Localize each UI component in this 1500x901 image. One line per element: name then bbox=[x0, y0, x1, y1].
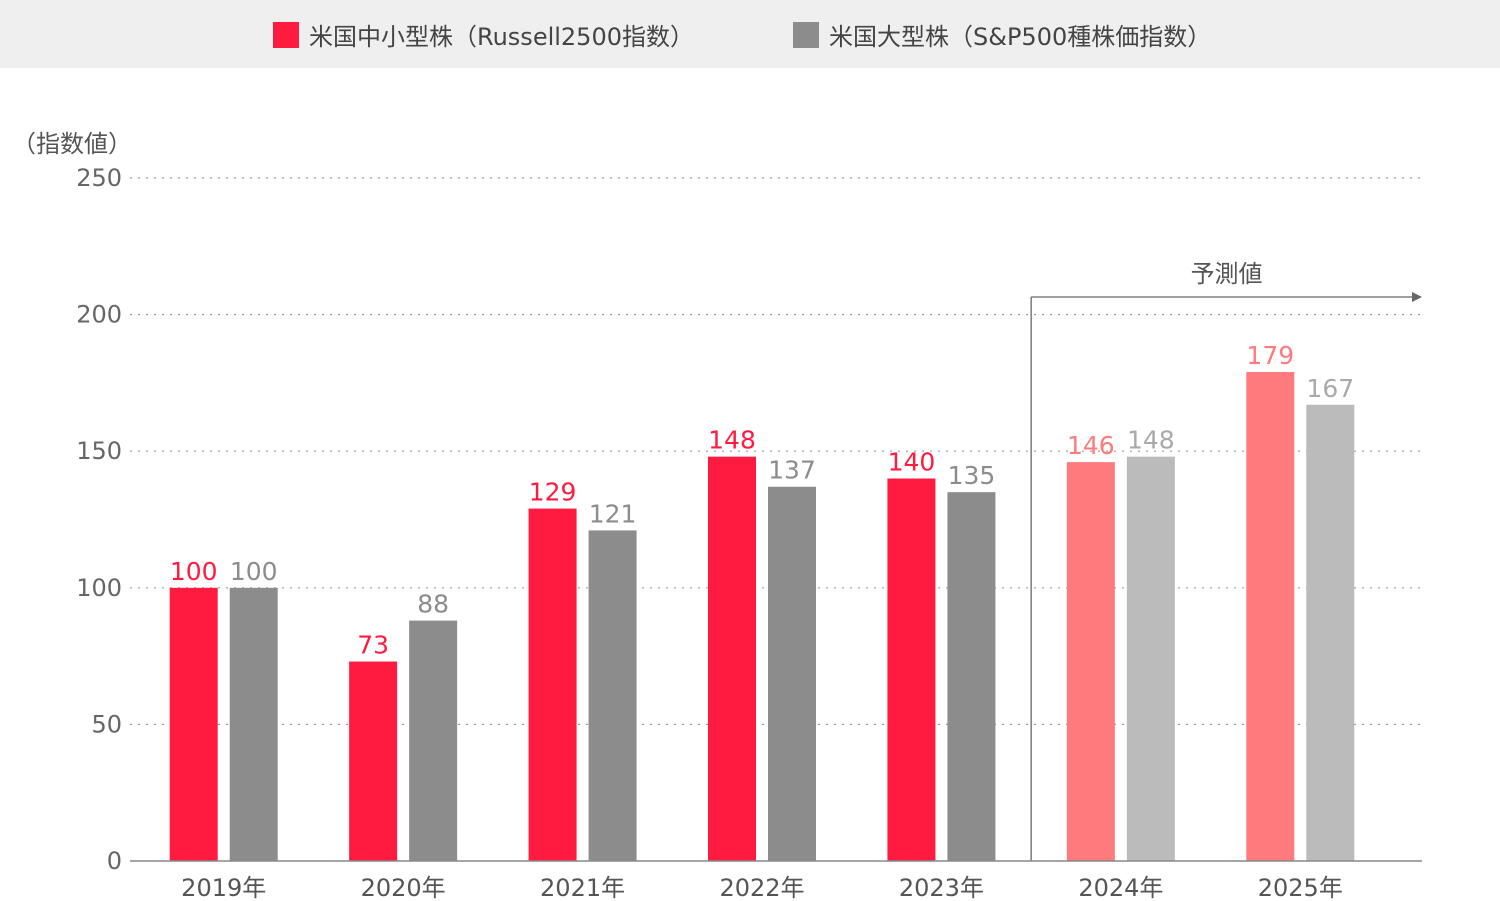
value-label-0-5: 146 bbox=[1067, 431, 1115, 460]
x-label-2: 2021年 bbox=[540, 874, 625, 901]
bar-1-3 bbox=[768, 486, 816, 861]
value-label-1-0: 100 bbox=[230, 557, 278, 586]
value-label-1-6: 167 bbox=[1306, 374, 1354, 403]
forecast-label: 予測値 bbox=[1191, 260, 1263, 288]
x-axis-labels: 2019年 2020年 2021年 2022年 2023年 2024年 2025年 bbox=[181, 874, 1343, 901]
y-axis-unit-label: （指数値） bbox=[12, 130, 132, 158]
legend-label-1: 米国大型株（S&P500種株価指数） bbox=[829, 23, 1211, 51]
y-tick-0: 0 bbox=[107, 847, 122, 875]
value-label-0-4: 140 bbox=[888, 448, 936, 477]
forecast-bracket: 予測値 bbox=[1030, 260, 1422, 861]
value-label-1-2: 121 bbox=[589, 499, 637, 528]
value-label-0-3: 148 bbox=[708, 426, 756, 455]
legend-background bbox=[0, 0, 1500, 68]
legend-swatch-1 bbox=[793, 22, 819, 48]
y-tick-250: 250 bbox=[76, 164, 122, 192]
x-label-6: 2025年 bbox=[1258, 874, 1343, 901]
y-tick-100: 100 bbox=[76, 574, 122, 602]
legend: 米国中小型株（Russell2500指数） 米国大型株（S&P500種株価指数） bbox=[273, 22, 1211, 51]
bar-0-2 bbox=[528, 508, 577, 861]
bar-1-0 bbox=[229, 587, 278, 861]
x-label-3: 2022年 bbox=[719, 874, 804, 901]
value-label-1-3: 137 bbox=[768, 456, 816, 485]
bars bbox=[169, 371, 1355, 861]
y-tick-50: 50 bbox=[91, 710, 122, 738]
value-label-1-1: 88 bbox=[417, 590, 449, 619]
value-label-0-1: 73 bbox=[357, 631, 389, 660]
y-axis-ticks: 0 50 100 150 200 250 bbox=[76, 164, 122, 875]
value-label-0-2: 129 bbox=[529, 478, 577, 507]
value-label-0-0: 100 bbox=[170, 557, 218, 586]
y-tick-150: 150 bbox=[76, 437, 122, 465]
bar-1-5 bbox=[1126, 456, 1175, 861]
x-label-4: 2023年 bbox=[899, 874, 984, 901]
legend-label-0: 米国中小型株（Russell2500指数） bbox=[309, 23, 694, 51]
y-tick-200: 200 bbox=[76, 301, 122, 329]
x-label-5: 2024年 bbox=[1078, 874, 1163, 901]
bar-0-6 bbox=[1246, 371, 1295, 861]
value-label-0-6: 179 bbox=[1246, 341, 1294, 370]
value-labels: 100 100 73 88 129 121 148 137 140 135 146 148 179 167 bbox=[170, 341, 1354, 660]
legend-swatch-0 bbox=[273, 22, 299, 48]
bar-0-1 bbox=[349, 661, 398, 861]
bar-0-3 bbox=[708, 456, 756, 861]
forecast-arrow-head bbox=[1412, 292, 1422, 302]
bar-1-6 bbox=[1306, 404, 1355, 861]
bar-0-4 bbox=[887, 478, 936, 861]
value-label-1-4: 135 bbox=[948, 461, 996, 490]
x-label-0: 2019年 bbox=[181, 874, 266, 901]
value-label-1-5: 148 bbox=[1127, 426, 1175, 455]
bar-0-5 bbox=[1066, 462, 1115, 861]
bar-1-4 bbox=[947, 492, 996, 861]
bar-1-1 bbox=[409, 620, 458, 861]
bar-1-2 bbox=[588, 530, 637, 861]
x-label-1: 2020年 bbox=[361, 874, 446, 901]
bar-0-0 bbox=[169, 587, 218, 861]
